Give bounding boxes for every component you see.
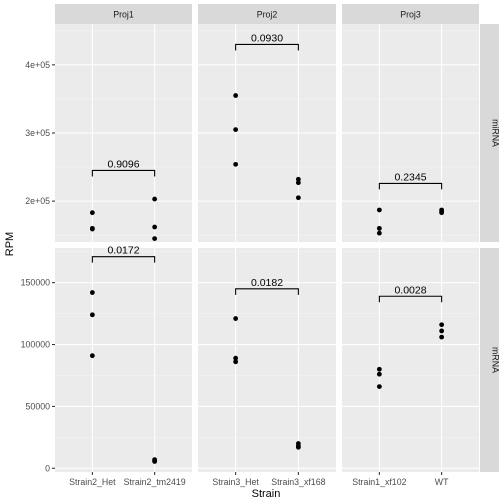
panel-proj3-mirna: 0.2345: [342, 24, 479, 242]
data-point: [233, 93, 239, 98]
p-value-label: 0.0028: [394, 284, 426, 296]
significance-bracket: [378, 182, 443, 190]
data-point: [233, 127, 239, 132]
data-point: [295, 195, 301, 201]
significance-bracket: [235, 43, 299, 51]
panel-proj1-mirna: 0.9096: [55, 24, 192, 242]
data-point: [295, 176, 301, 182]
x-tick-label: WT: [435, 477, 449, 487]
data-point: [233, 316, 239, 321]
panel-proj2-mrna: 0.0182: [198, 248, 336, 472]
data-point: [439, 322, 445, 328]
p-value-label: 0.0172: [107, 245, 139, 257]
y-tick-label: 50000: [26, 401, 51, 411]
p-value-label: 0.0930: [251, 32, 283, 44]
facet-strip-proj1: [55, 4, 192, 24]
facet-strip-mirna: [480, 24, 499, 242]
data-point: [376, 230, 382, 236]
data-point: [233, 359, 239, 365]
significance-bracket: [235, 288, 299, 295]
panel-proj3-mrna: 0.0028: [342, 248, 479, 472]
significance-bracket: [91, 169, 156, 177]
x-tick-label: Strain3_Het: [212, 477, 259, 487]
y-tick-label: 0: [45, 463, 50, 473]
data-point: [89, 290, 95, 295]
panel-background: [342, 248, 479, 472]
facet-label-proj1: Proj1: [113, 10, 134, 20]
data-point: [152, 236, 158, 241]
data-point: [439, 210, 445, 216]
data-point: [295, 444, 301, 450]
panel-proj2-mirna: 0.0930: [198, 24, 336, 242]
p-value-label: 0.2345: [394, 171, 426, 183]
data-point: [233, 355, 239, 361]
panel-background: [198, 248, 336, 472]
data-point: [152, 196, 158, 202]
data-point: [89, 312, 95, 318]
significance-bracket: [378, 295, 443, 303]
facet-label-proj2: Proj2: [257, 10, 278, 20]
facet-strip-proj3: [342, 4, 479, 24]
facet-strip-mrna: [480, 248, 499, 472]
x-axis-title: Strain: [252, 488, 281, 500]
data-point: [152, 224, 158, 230]
y-tick-label: 2e+05: [25, 196, 50, 206]
data-point: [376, 225, 382, 231]
y-axis-title: RPM: [4, 232, 16, 256]
significance-bracket: [91, 256, 156, 263]
y-tick-label: 3e+05: [25, 128, 50, 138]
p-value-label: 0.9096: [107, 158, 139, 170]
panel-background: [55, 248, 192, 472]
data-point: [233, 161, 239, 167]
x-tick-label: Strain2_Het: [69, 477, 116, 487]
data-point: [376, 384, 382, 390]
data-point: [376, 207, 382, 213]
data-point: [295, 180, 301, 186]
data-point: [439, 334, 445, 340]
data-point: [152, 459, 158, 464]
y-tick-label: 4e+05: [25, 60, 50, 70]
x-tick-label: Strain2_tm2419: [124, 477, 186, 487]
data-point: [89, 226, 95, 232]
p-value-label: 0.0182: [251, 277, 283, 289]
data-point: [89, 210, 95, 216]
y-tick-label: 150000: [21, 278, 50, 288]
facet-strip-proj2: [198, 4, 336, 24]
x-tick-label: Strain3_xf168: [271, 477, 325, 487]
y-tick-label: 100000: [21, 340, 50, 350]
data-point: [376, 366, 382, 372]
x-tick-label: Strain1_xf102: [352, 477, 406, 487]
panel-proj1-mrna: 0.0172: [55, 245, 192, 472]
facet-label-mrna: mRNA: [491, 347, 501, 373]
facet-label-proj3: Proj3: [400, 10, 421, 20]
data-point: [439, 328, 445, 334]
facet-label-mirna: miRNA: [491, 119, 501, 147]
data-point: [89, 353, 95, 359]
data-point: [376, 371, 382, 377]
